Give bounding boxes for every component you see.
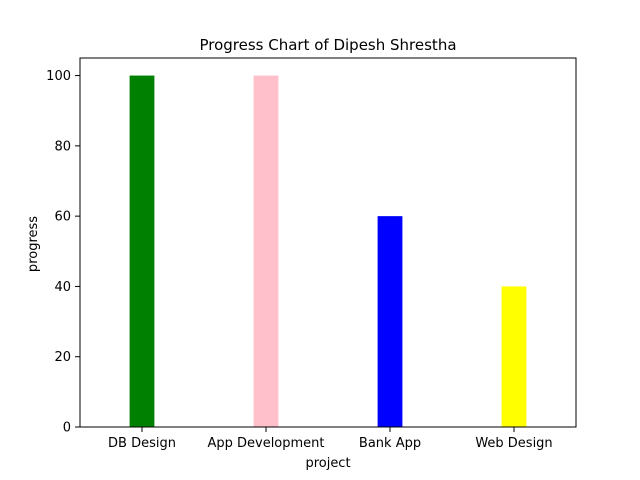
y-tick-label-1: 20	[54, 350, 71, 365]
x-axis-label: project	[305, 456, 350, 471]
y-tick-label-4: 80	[54, 139, 71, 154]
y-tick-label-0: 0	[63, 421, 71, 436]
bar-2	[377, 216, 403, 427]
bar-0	[129, 75, 155, 428]
chart-title: Progress Chart of Dipesh Shrestha	[199, 36, 456, 54]
y-tick-label-3: 60	[54, 210, 71, 225]
x-tick-label-0: DB Design	[108, 436, 176, 451]
x-tick-label-1: App Development	[207, 436, 324, 451]
y-axis-label: progress	[26, 216, 41, 272]
plot-area: DB Design App Development Bank App Web Desi…	[46, 57, 577, 451]
bar-3	[501, 286, 527, 427]
y-tick-label-2: 40	[54, 280, 71, 295]
x-tick-label-2: Bank App	[359, 436, 421, 451]
plot-frame	[79, 57, 577, 428]
x-tick-label-3: Web Design	[475, 436, 552, 451]
bar-1	[253, 75, 279, 428]
y-tick-label-5: 100	[46, 69, 71, 84]
